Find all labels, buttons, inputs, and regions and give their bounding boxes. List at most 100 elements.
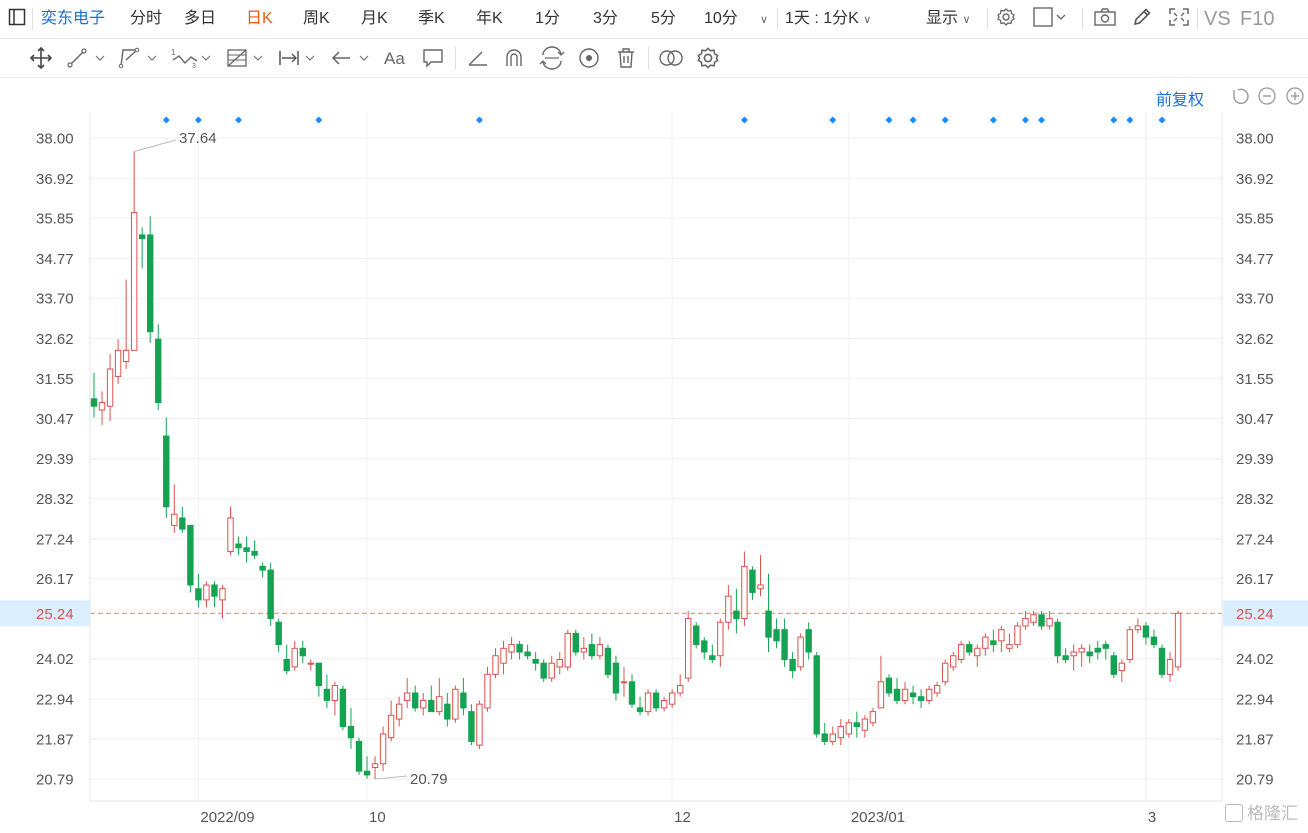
fibonacci-icon[interactable]: [224, 46, 268, 70]
line-icon[interactable]: [66, 46, 108, 70]
candle: [403, 678, 411, 708]
candle: [1166, 652, 1174, 682]
interval-select-label: 1天 : 1分K: [785, 10, 859, 27]
zoom-in-icon[interactable]: [1285, 86, 1305, 106]
candle-body: [813, 655, 820, 735]
wave-icon[interactable]: 1 3: [170, 46, 214, 70]
tab-period-9[interactable]: 5分: [651, 10, 676, 27]
text-icon[interactable]: Aa: [383, 46, 411, 70]
candle-body: [412, 692, 419, 709]
candle-body: [797, 636, 804, 668]
candle-body: [484, 673, 491, 709]
chevron-down-icon[interactable]: ∨: [760, 14, 769, 26]
candle: [452, 685, 459, 723]
candle: [106, 354, 114, 422]
comment-icon[interactable]: [421, 46, 445, 70]
candle-body: [1014, 625, 1021, 646]
polyline-icon[interactable]: [118, 46, 160, 70]
tab-period-7[interactable]: 1分: [535, 10, 560, 27]
candle: [1094, 640, 1101, 660]
zoom-out-icon[interactable]: [1257, 86, 1277, 106]
y-tick-label-right: 21.87: [1236, 731, 1274, 748]
candle: [1174, 611, 1182, 671]
candle: [267, 562, 274, 626]
stock-name[interactable]: 奕东电子: [41, 10, 106, 27]
candle-body: [709, 655, 716, 660]
candle-body: [676, 685, 684, 694]
event-marker: [909, 116, 917, 124]
candle-body: [106, 368, 114, 407]
tab-period-4[interactable]: 月K: [361, 10, 388, 27]
candle: [853, 711, 861, 738]
max-leader-line: [134, 139, 177, 152]
arrow-icon[interactable]: [330, 46, 374, 70]
display-menu[interactable]: 显示 ∨: [926, 0, 971, 38]
cycle-icon[interactable]: [539, 46, 565, 70]
gear-icon[interactable]: [996, 0, 1016, 38]
divider: [1082, 8, 1083, 30]
camera-icon[interactable]: [1094, 0, 1116, 38]
candle-body: [532, 658, 539, 664]
sidebar-toggle-icon[interactable]: [8, 0, 26, 38]
tab-period-2[interactable]: 日K: [246, 10, 273, 27]
eye-icon[interactable]: [577, 46, 601, 70]
event-marker: [1126, 116, 1134, 124]
tab-period-8[interactable]: 3分: [593, 10, 618, 27]
candle-body: [1166, 658, 1174, 675]
y-tick-label-left: 32.62: [36, 331, 74, 348]
candle: [701, 637, 708, 660]
candle-body: [203, 584, 210, 601]
candle: [323, 674, 331, 708]
measure-icon[interactable]: [276, 46, 320, 70]
candle: [147, 216, 154, 343]
settings-icon[interactable]: [696, 46, 720, 70]
trash-icon[interactable]: [614, 46, 638, 70]
vs-button[interactable]: VS: [1204, 8, 1231, 30]
link-icon[interactable]: [657, 46, 685, 70]
candle: [1118, 659, 1126, 682]
candle-body: [259, 565, 266, 571]
tab-period-6[interactable]: 年K: [476, 10, 503, 27]
candle-body: [701, 640, 708, 653]
candle: [1150, 629, 1158, 649]
angle-icon[interactable]: [466, 46, 490, 70]
candle: [580, 637, 588, 660]
chart-axes: [0, 112, 1308, 802]
candle-body: [837, 726, 844, 739]
adjust-select[interactable]: 前复权: [1156, 92, 1205, 109]
fullscreen-icon[interactable]: [1168, 0, 1190, 38]
candle-body: [1054, 621, 1061, 657]
candle: [966, 640, 973, 656]
y-tick-label-left: 20.79: [36, 772, 74, 789]
display-menu-label: 显示: [926, 10, 959, 27]
y-tick-label-right: 36.92: [1236, 171, 1274, 188]
tab-period-0[interactable]: 分时: [130, 10, 163, 27]
candle: [508, 637, 515, 660]
candle-body: [1046, 618, 1053, 627]
candle: [331, 681, 339, 716]
f10-button[interactable]: F10: [1240, 8, 1275, 30]
candle: [877, 655, 885, 709]
magnet-icon[interactable]: [502, 46, 526, 70]
event-marker: [162, 116, 170, 124]
interval-select[interactable]: 1天 : 1分K ∨: [785, 0, 871, 38]
event-marker: [1038, 116, 1046, 124]
move-icon[interactable]: [28, 46, 54, 70]
tab-period-1[interactable]: 多日: [184, 10, 217, 27]
candle-body: [958, 644, 965, 660]
candle: [861, 715, 869, 738]
candle: [315, 662, 323, 697]
pencil-icon[interactable]: [1132, 0, 1152, 38]
tab-period-3[interactable]: 周K: [303, 10, 330, 27]
candle: [893, 678, 901, 705]
square-icon[interactable]: [1033, 0, 1067, 38]
candle: [500, 640, 507, 675]
undo-icon[interactable]: [1230, 86, 1250, 106]
y-tick-label-left: 26.17: [36, 571, 74, 588]
tab-period-5[interactable]: 季K: [418, 10, 445, 27]
candle: [211, 581, 218, 608]
tab-period-10[interactable]: 10分: [704, 10, 738, 27]
candle-body: [733, 610, 740, 620]
candle-body: [1078, 647, 1085, 653]
